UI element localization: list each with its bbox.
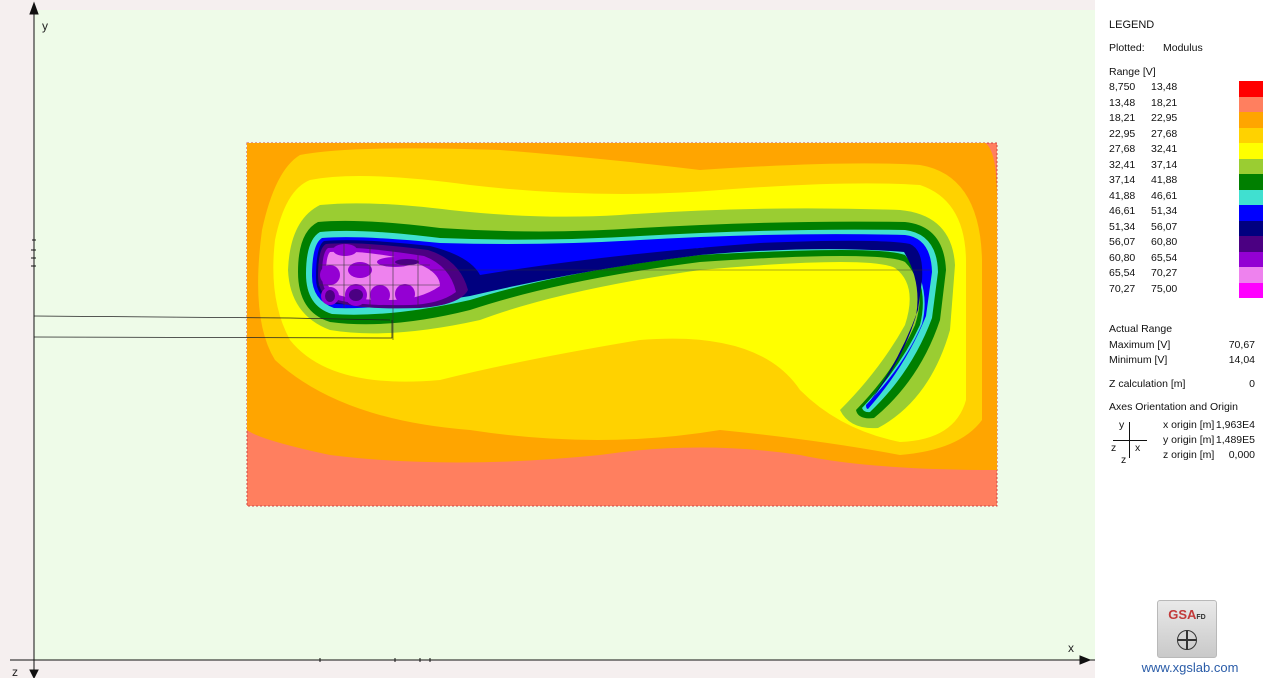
- range-high: 18,21: [1151, 96, 1178, 109]
- range-high: 65,54: [1151, 251, 1178, 264]
- range-swatch: [1239, 143, 1263, 159]
- range-row: 22,95 27,68: [1109, 127, 1274, 143]
- range-low: 13,48: [1109, 96, 1136, 109]
- range-high: 32,41: [1151, 143, 1178, 155]
- range-low: 70,27: [1109, 282, 1136, 295]
- range-row: 41,88 46,61: [1109, 189, 1274, 205]
- range-row: 65,54 70,27: [1109, 267, 1274, 283]
- z-origin-label: z origin [m]: [1163, 449, 1215, 461]
- range-low: 22,95: [1109, 127, 1136, 140]
- range-low: 56,07: [1109, 236, 1136, 248]
- potential-contour-map: [246, 142, 998, 507]
- range-low: 27,68: [1109, 143, 1136, 155]
- range-high: 75,00: [1151, 282, 1178, 295]
- minimum-value: 14,04: [1228, 354, 1255, 366]
- logo-text: GSA: [1168, 607, 1197, 622]
- range-low: 65,54: [1109, 267, 1136, 279]
- range-low: 46,61: [1109, 205, 1136, 217]
- range-high: 51,34: [1151, 205, 1178, 217]
- range-high: 60,80: [1151, 236, 1178, 248]
- y-origin-label: y origin [m]: [1163, 434, 1215, 446]
- range-low: 60,80: [1109, 251, 1136, 264]
- range-row: 70,27 75,00: [1109, 282, 1274, 298]
- range-high: 27,68: [1151, 127, 1178, 140]
- range-row: 13,48 18,21: [1109, 96, 1274, 112]
- z-calc-value: 0: [1249, 378, 1255, 390]
- potential-map-canvas[interactable]: y x z: [0, 0, 1095, 678]
- range-row: 32,41 37,14: [1109, 158, 1274, 174]
- range-row: 60,80 65,54: [1109, 251, 1274, 267]
- vertical-watermark: [1275, 560, 1285, 670]
- y-origin-value: 1,489E5: [1215, 434, 1255, 446]
- actual-range-header: Actual Range: [1109, 323, 1173, 335]
- range-row: 27,68 32,41: [1109, 143, 1274, 159]
- axes-z2-label: z: [1121, 454, 1127, 466]
- plotted-value: Modulus: [1163, 42, 1203, 54]
- conductor-lines: [33, 315, 393, 339]
- website-link[interactable]: www.xgslab.com: [1141, 660, 1239, 675]
- legend-title: LEGEND: [1109, 19, 1155, 31]
- range-swatch: [1239, 205, 1263, 221]
- range-low: 8,750: [1109, 81, 1136, 93]
- range-row: 8,750 13,48: [1109, 81, 1274, 97]
- range-swatch: [1239, 81, 1263, 97]
- legend-panel: LEGEND Plotted: Modulus Range [V] 8,750 1…: [1095, 0, 1285, 678]
- range-high: 41,88: [1151, 174, 1178, 186]
- range-swatch: [1239, 220, 1263, 236]
- axes-orientation-icon: y x z z: [1109, 418, 1169, 466]
- x-axis-label: x: [1068, 641, 1074, 655]
- range-header: Range [V]: [1109, 66, 1156, 78]
- axes-x-label: x: [1135, 442, 1141, 454]
- range-swatch: [1239, 189, 1263, 205]
- range-row: 18,21 22,95: [1109, 112, 1274, 128]
- range-high: 46,61: [1151, 189, 1178, 202]
- range-high: 56,07: [1151, 220, 1178, 233]
- y-axis-label: y: [42, 19, 48, 33]
- axes-header: Axes Orientation and Origin: [1109, 401, 1238, 413]
- range-swatch: [1239, 158, 1263, 174]
- axes-y-label: y: [1119, 419, 1125, 431]
- range-high: 13,48: [1151, 81, 1178, 93]
- axes-z-label: z: [1111, 442, 1117, 454]
- range-swatch: [1239, 282, 1263, 298]
- range-swatch: [1239, 112, 1263, 128]
- plot-area[interactable]: y x z: [0, 0, 1095, 678]
- range-row: 51,34 56,07: [1109, 220, 1274, 236]
- z-calc-label: Z calculation [m]: [1109, 378, 1186, 390]
- range-row: 46,61 51,34: [1109, 205, 1274, 221]
- range-swatch: [1239, 267, 1263, 283]
- range-swatch: [1239, 127, 1263, 143]
- maximum-value: 70,67: [1228, 339, 1255, 351]
- range-low: 37,14: [1109, 174, 1136, 186]
- range-low: 32,41: [1109, 158, 1136, 171]
- range-swatch: [1239, 174, 1263, 190]
- range-row: 37,14 41,88: [1109, 174, 1274, 190]
- range-row: 56,07 60,80: [1109, 236, 1274, 252]
- range-swatch: [1239, 236, 1263, 252]
- gsa-logo: GSAFD: [1157, 600, 1217, 658]
- x-origin-label: x origin [m]: [1163, 419, 1215, 431]
- z-axis-label: z: [12, 665, 18, 678]
- range-high: 22,95: [1151, 112, 1178, 124]
- globe-icon: [1177, 630, 1197, 650]
- range-low: 41,88: [1109, 189, 1136, 202]
- range-swatch: [1239, 96, 1263, 112]
- range-swatch: [1239, 251, 1263, 267]
- plotted-label: Plotted:: [1109, 42, 1145, 54]
- z-origin-value: 0,000: [1228, 449, 1255, 461]
- logo-sub: FD: [1196, 614, 1206, 621]
- minimum-label: Minimum [V]: [1109, 354, 1168, 366]
- range-low: 18,21: [1109, 112, 1136, 124]
- plot-axes: [10, 1, 1095, 678]
- maximum-label: Maximum [V]: [1109, 339, 1171, 351]
- range-low: 51,34: [1109, 220, 1136, 233]
- range-high: 70,27: [1151, 267, 1178, 279]
- range-high: 37,14: [1151, 158, 1178, 171]
- x-origin-value: 1,963E4: [1215, 419, 1255, 431]
